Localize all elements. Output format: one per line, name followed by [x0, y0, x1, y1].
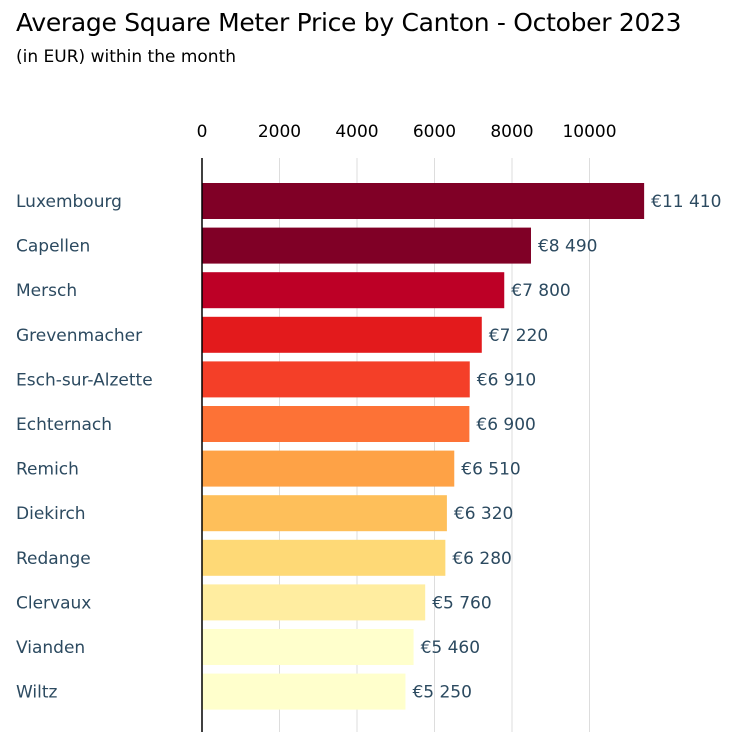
value-labels: €11 410 €8 490 €7 800 €7 220 €6 910 €6 900 €6 … — [412, 192, 721, 703]
x-tick-label-0: 0 — [197, 122, 208, 142]
value-label-echternach: €6 900 — [476, 415, 535, 435]
value-label-grevenmacher: €7 220 — [489, 326, 548, 346]
x-tick-label-4000: 4000 — [335, 122, 378, 142]
value-label-esch-sur-alzette: €6 910 — [477, 370, 536, 390]
category-label-vianden: Vianden — [16, 638, 85, 658]
category-label-mersch: Mersch — [16, 281, 77, 301]
bar-remich — [202, 450, 455, 487]
bars — [202, 183, 645, 710]
category-label-esch-sur-alzette: Esch-sur-Alzette — [16, 370, 153, 390]
category-labels: Luxembourg Capellen Mersch Grevenmacher Esch… — [16, 192, 153, 703]
category-label-grevenmacher: Grevenmacher — [16, 326, 142, 346]
value-label-remich: €6 510 — [461, 460, 520, 480]
bar-luxembourg — [202, 183, 645, 219]
x-tick-label-6000: 6000 — [413, 122, 456, 142]
value-label-mersch: €7 800 — [511, 281, 570, 301]
value-label-diekirch: €6 320 — [454, 504, 513, 524]
x-axis-ticks: 0 2000 4000 6000 8000 10000 — [197, 122, 617, 142]
bar-mersch — [202, 272, 505, 309]
bar-capellen — [202, 227, 531, 264]
chart-subtitle: (in EUR) within the month — [16, 47, 237, 67]
bar-redange — [202, 539, 446, 576]
category-label-diekirch: Diekirch — [16, 504, 86, 524]
category-label-luxembourg: Luxembourg — [16, 192, 122, 212]
bar-clervaux — [202, 584, 426, 621]
chart-title: Average Square Meter Price by Canton - O… — [16, 8, 682, 37]
category-label-wiltz: Wiltz — [16, 683, 58, 703]
x-tick-label-2000: 2000 — [258, 122, 301, 142]
x-tick-label-8000: 8000 — [490, 122, 533, 142]
value-label-clervaux: €5 760 — [432, 593, 491, 613]
value-label-capellen: €8 490 — [538, 237, 597, 257]
value-label-vianden: €5 460 — [421, 638, 480, 658]
bar-wiltz — [202, 673, 406, 710]
value-label-redange: €6 280 — [452, 549, 511, 569]
value-label-wiltz: €5 250 — [412, 683, 471, 703]
category-label-remich: Remich — [16, 460, 79, 480]
x-tick-label-10000: 10000 — [562, 122, 616, 142]
bar-grevenmacher — [202, 316, 482, 353]
category-label-clervaux: Clervaux — [16, 593, 91, 613]
category-label-redange: Redange — [16, 549, 91, 569]
bar-echternach — [202, 406, 470, 442]
category-label-capellen: Capellen — [16, 237, 90, 257]
bar-diekirch — [202, 495, 447, 532]
value-label-luxembourg: €11 410 — [651, 192, 721, 212]
bar-esch-sur-alzette — [202, 361, 470, 398]
category-label-echternach: Echternach — [16, 415, 112, 435]
bar-vianden — [202, 629, 414, 665]
